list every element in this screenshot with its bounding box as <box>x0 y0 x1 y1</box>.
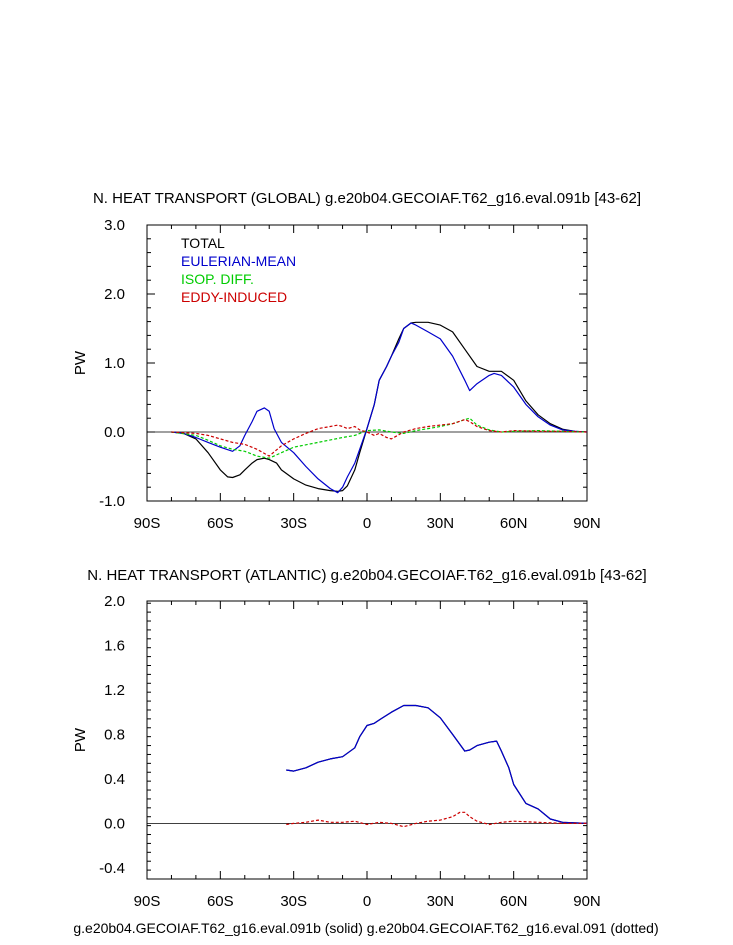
y-axis-label: PW <box>72 350 89 375</box>
plot-frame <box>146 600 588 880</box>
y-tick-label: 0.4 <box>104 771 125 788</box>
x-tick-label: 60S <box>207 893 234 910</box>
series-line-total <box>286 704 588 824</box>
series-line-eddy <box>286 811 587 828</box>
x-tick-label: 0 <box>363 893 371 910</box>
legend-entry-total: TOTAL <box>181 235 225 251</box>
x-tick-label: 60N <box>500 515 528 532</box>
x-tick-label: 60N <box>500 893 528 910</box>
y-tick-label: 0.8 <box>104 726 125 743</box>
x-tick-label: 30N <box>427 893 455 910</box>
y-tick-label: -0.4 <box>99 860 125 877</box>
series-line-eulerian <box>171 322 588 494</box>
x-axis-caption: g.e20b04.GECOIAF.T62_g16.eval.091b (soli… <box>73 920 658 936</box>
global-panel: N. HEAT TRANSPORT (GLOBAL) g.e20b04.GECO… <box>72 190 641 532</box>
x-tick-label: 90S <box>134 515 161 532</box>
series-line-eddy <box>171 419 588 457</box>
y-tick-label: 2.0 <box>104 286 125 303</box>
series-line-total <box>171 321 588 492</box>
atlantic-panel: N. HEAT TRANSPORT (ATLANTIC) g.e20b04.GE… <box>72 567 659 936</box>
legend-entry-eulerian: EULERIAN-MEAN <box>181 253 296 269</box>
x-tick-label: 30N <box>427 515 455 532</box>
x-tick-label: 90S <box>134 893 161 910</box>
y-tick-label: 1.6 <box>104 637 125 654</box>
chart-title: N. HEAT TRANSPORT (ATLANTIC) g.e20b04.GE… <box>87 567 646 584</box>
x-tick-label: 30S <box>280 515 307 532</box>
y-tick-label: 2.0 <box>104 593 125 610</box>
chart-title: N. HEAT TRANSPORT (GLOBAL) g.e20b04.GECO… <box>93 190 641 207</box>
y-tick-label: 0.0 <box>104 424 125 441</box>
x-tick-label: 0 <box>363 515 371 532</box>
x-tick-label: 30S <box>280 893 307 910</box>
y-tick-label: 3.0 <box>104 217 125 234</box>
y-tick-label: -1.0 <box>99 493 125 510</box>
y-axis-label: PW <box>72 727 89 752</box>
legend-entry-eddy: EDDY-INDUCED <box>181 289 287 305</box>
series-line-isop <box>171 417 588 459</box>
y-tick-label: 1.0 <box>104 355 125 372</box>
x-tick-label: 90N <box>573 515 601 532</box>
legend-entry-isop: ISOP. DIFF. <box>181 271 254 287</box>
y-tick-label: 0.0 <box>104 815 125 832</box>
y-tick-label: 1.2 <box>104 682 125 699</box>
x-tick-label: 60S <box>207 515 234 532</box>
x-tick-label: 90N <box>573 893 601 910</box>
series-line-eulerian <box>286 704 588 824</box>
